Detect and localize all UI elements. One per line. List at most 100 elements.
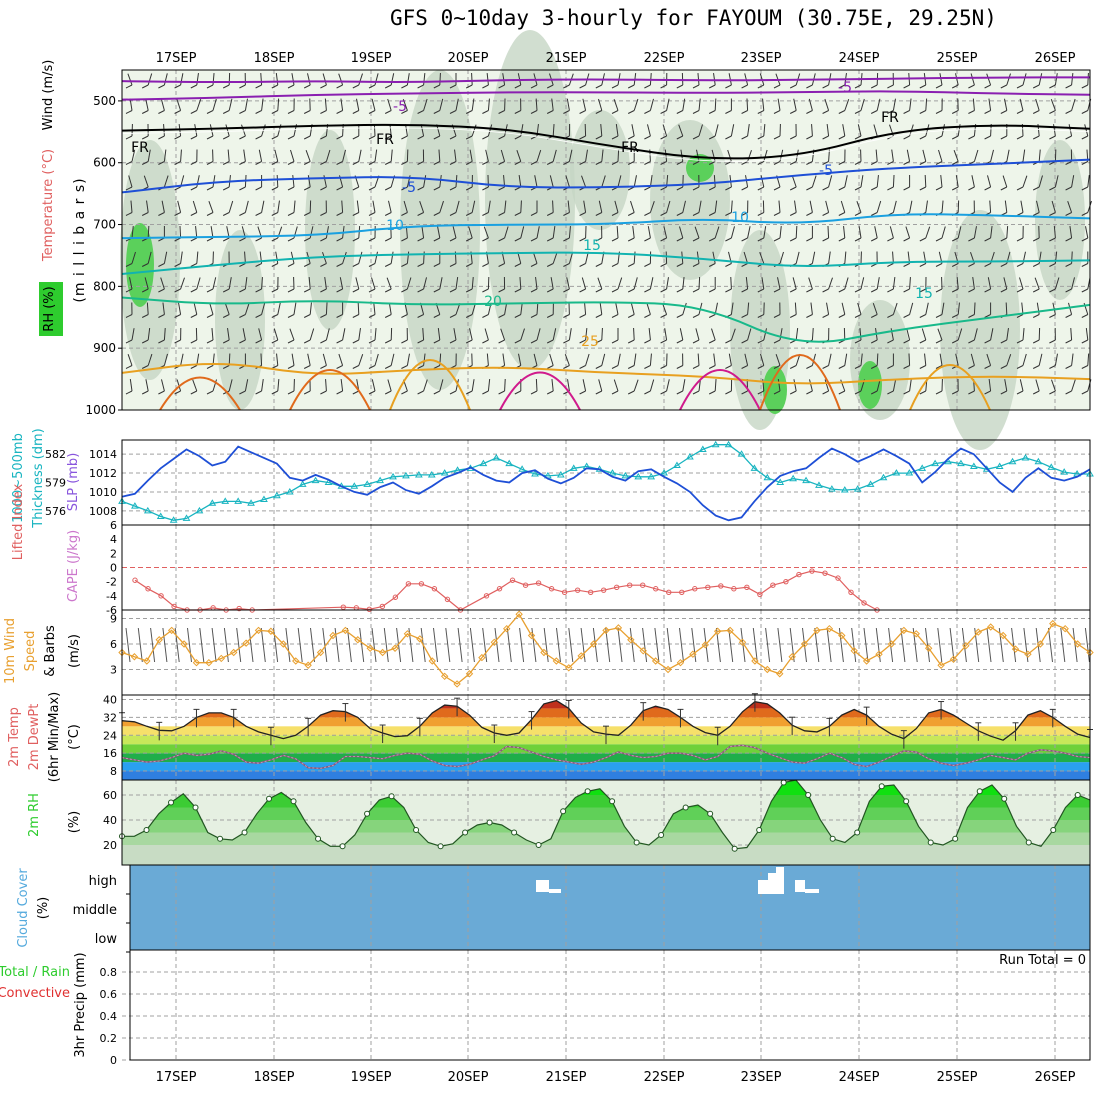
barb-flag <box>725 263 732 267</box>
lifted-index-point <box>496 586 503 592</box>
axis-title: (°C) <box>67 724 82 750</box>
barb-shaft <box>730 302 734 315</box>
barb-flag <box>870 365 878 369</box>
barb-flag <box>822 390 829 395</box>
barb-flag <box>563 84 570 89</box>
barb-flag <box>854 390 862 395</box>
rh-shade <box>305 130 355 330</box>
barb-flag <box>838 161 846 165</box>
barb-shaft <box>325 302 328 315</box>
barb-shaft <box>127 353 133 366</box>
contour-label: -5 <box>402 180 416 196</box>
barb-shaft <box>779 226 782 239</box>
barb-flag <box>951 135 959 140</box>
barb-shaft <box>763 149 768 162</box>
isotherm-line <box>121 158 1091 194</box>
barb-shaft <box>129 379 133 392</box>
axis-title: CAPE (J/kg) <box>66 530 81 602</box>
wind-speed-point <box>242 639 250 647</box>
barb-flag <box>190 212 198 216</box>
thickness-point <box>234 497 243 504</box>
rh-point <box>927 839 934 846</box>
lifted-index-point <box>340 604 347 610</box>
barb-shaft <box>358 73 363 86</box>
isotherm-line <box>121 76 1090 84</box>
barb-flag <box>984 135 991 140</box>
barb-flag <box>789 365 797 369</box>
barb-shaft <box>794 302 797 315</box>
barb-flag <box>741 365 748 369</box>
barb-shaft <box>244 277 248 290</box>
barb-shaft <box>161 200 165 213</box>
barb-flag <box>676 110 684 114</box>
barb-flag <box>611 263 619 267</box>
barb-shaft <box>876 175 879 188</box>
barb-flag <box>1081 161 1089 165</box>
barb-flag <box>984 186 991 191</box>
barb-shaft <box>841 302 846 315</box>
barb-shaft <box>469 149 473 162</box>
barb-flag <box>708 263 716 267</box>
barb-flag <box>125 339 133 344</box>
barb-flag <box>222 288 230 293</box>
barb-shaft <box>423 98 428 111</box>
barb-shaft <box>775 353 781 366</box>
barb-flag <box>903 161 910 165</box>
barb-flag <box>1049 135 1056 140</box>
barb-flag <box>222 84 230 89</box>
barb-flag <box>271 186 279 191</box>
wind-speed-point <box>366 644 374 652</box>
barb-shaft <box>1006 149 1010 162</box>
barb-shaft <box>131 149 136 162</box>
barb-shaft <box>387 98 392 111</box>
barb-shaft <box>988 379 992 392</box>
wind-speed-point <box>440 672 449 681</box>
barb-flag <box>644 110 651 114</box>
barb-shaft <box>601 353 606 366</box>
barb-shaft <box>437 226 441 239</box>
barb-flag <box>255 263 262 267</box>
barb-flag <box>563 110 570 114</box>
lifted-index-point <box>600 587 607 593</box>
thickness-point <box>892 469 901 476</box>
thickness-point <box>350 482 359 489</box>
barb-flag <box>255 212 262 216</box>
isotherm-line <box>389 359 471 411</box>
barb-flag <box>433 339 441 344</box>
date-label-top: 24SEP <box>839 51 880 66</box>
barb-flag <box>303 161 311 165</box>
barb-shaft <box>600 124 603 137</box>
barb-flag <box>1032 84 1040 89</box>
barb-flag <box>303 288 311 293</box>
barb-shaft <box>712 251 716 264</box>
barb-flag <box>222 186 230 191</box>
barb-flag <box>125 288 133 293</box>
barb-shaft <box>662 124 668 137</box>
barb-shaft <box>761 277 765 290</box>
barb-flag <box>660 212 667 216</box>
barb-shaft <box>711 149 716 162</box>
barb-flag <box>579 161 586 165</box>
lifted-index-point <box>679 589 685 595</box>
axis-title: Cloud Cover <box>16 868 31 948</box>
barb-flag <box>692 365 700 369</box>
barb-shaft <box>857 302 862 315</box>
barb-flag <box>255 339 262 344</box>
barb-shaft <box>585 149 588 162</box>
barb-flag <box>384 237 392 242</box>
barb-shaft <box>342 328 346 341</box>
barb-shaft <box>988 98 992 111</box>
barb-shaft <box>890 328 894 341</box>
barb-flag <box>595 135 603 140</box>
barb-shaft <box>386 277 392 290</box>
barb-shaft <box>535 98 538 111</box>
wind-speed-point <box>651 657 660 665</box>
surface-barb <box>248 627 254 663</box>
barb-shaft <box>860 175 864 188</box>
barb-flag <box>417 186 424 191</box>
wind-speed-point <box>229 648 238 657</box>
barb-shaft <box>682 98 686 111</box>
barb-flag <box>271 135 279 140</box>
barb-flag <box>1065 263 1072 267</box>
thickness-point <box>660 469 668 476</box>
